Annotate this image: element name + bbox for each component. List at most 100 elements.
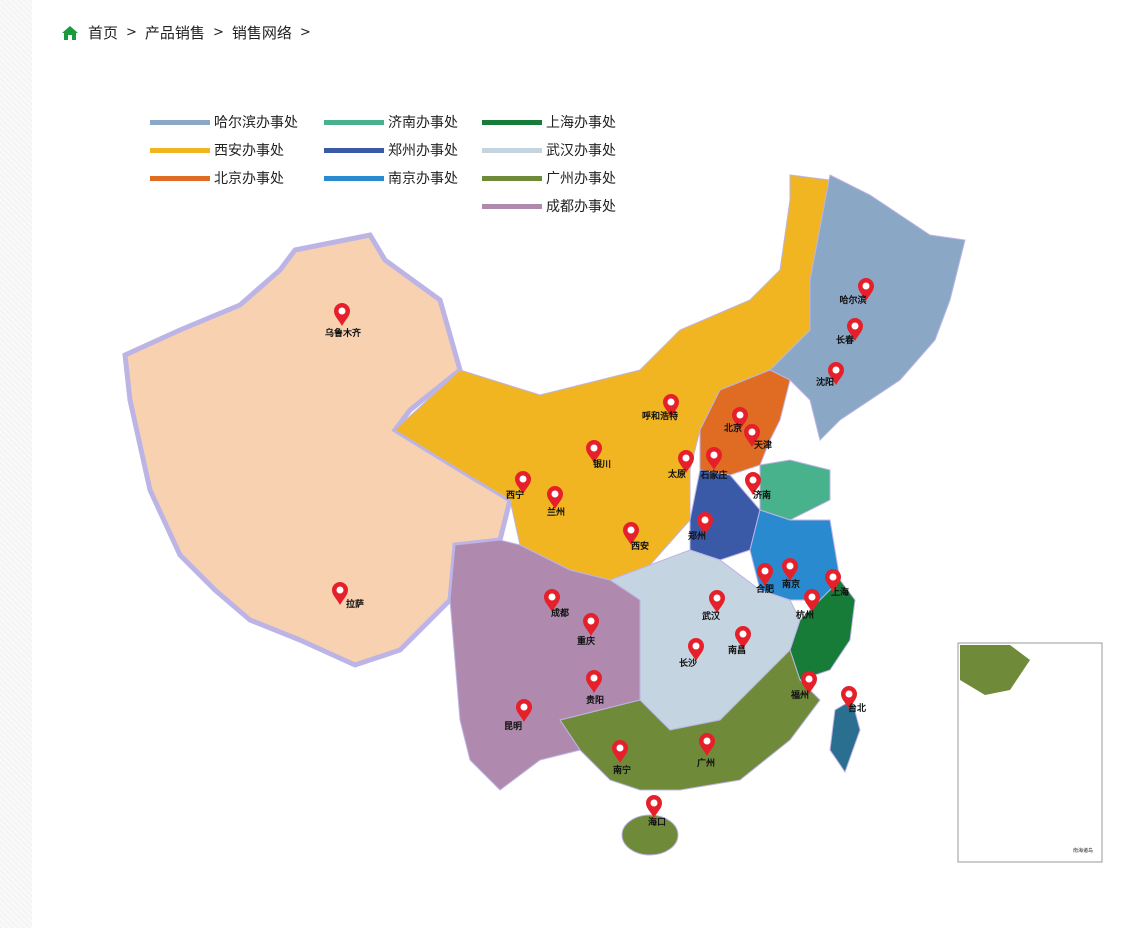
legend-item: 西安办事处 bbox=[150, 140, 324, 160]
pin-dot bbox=[587, 617, 595, 625]
legend-label: 上海办事处 bbox=[546, 115, 616, 131]
city-pin[interactable]: 济南 bbox=[745, 472, 771, 501]
city-pin[interactable]: 郑州 bbox=[688, 512, 713, 542]
city-pin[interactable]: 海口 bbox=[646, 795, 666, 828]
city-pin[interactable]: 福州 bbox=[790, 671, 817, 701]
pin-dot bbox=[590, 444, 598, 452]
city-label: 武汉 bbox=[702, 610, 721, 622]
city-label: 银川 bbox=[593, 458, 611, 470]
pin-dot bbox=[710, 451, 718, 459]
city-pin[interactable]: 长沙 bbox=[679, 638, 704, 669]
city-pin[interactable]: 北京 bbox=[724, 407, 748, 434]
city-label: 西宁 bbox=[506, 489, 524, 501]
city-pin[interactable]: 杭州 bbox=[796, 589, 820, 621]
pin-dot bbox=[551, 490, 559, 498]
city-pin[interactable]: 南昌 bbox=[728, 626, 751, 656]
legend-item: 成都办事处 bbox=[482, 196, 632, 216]
pin-dot bbox=[808, 593, 816, 601]
city-label: 天津 bbox=[754, 439, 772, 451]
city-pin[interactable]: 台北 bbox=[841, 686, 866, 714]
breadcrumb-sales-network[interactable]: 销售网络 bbox=[231, 24, 292, 42]
legend-label: 西安办事处 bbox=[214, 143, 284, 159]
legend-label: 武汉办事处 bbox=[546, 143, 616, 159]
legend-item: 哈尔滨办事处 bbox=[150, 112, 324, 132]
pin-dot bbox=[667, 398, 675, 406]
legend-swatch bbox=[150, 147, 210, 153]
city-label: 拉萨 bbox=[346, 598, 364, 610]
legend-swatch bbox=[482, 147, 542, 153]
city-label: 太原 bbox=[667, 468, 686, 480]
pin-dot bbox=[692, 642, 700, 650]
home-icon[interactable] bbox=[62, 25, 78, 40]
city-pin[interactable]: 兰州 bbox=[547, 486, 565, 518]
legend-swatch bbox=[482, 119, 542, 125]
city-pin[interactable]: 成都 bbox=[544, 589, 569, 619]
pin-dot bbox=[520, 703, 528, 711]
city-label: 福州 bbox=[790, 689, 809, 701]
legend-item: 武汉办事处 bbox=[482, 140, 632, 160]
city-pin[interactable]: 长春 bbox=[836, 318, 863, 346]
legend-swatch bbox=[324, 147, 384, 153]
pin-dot bbox=[748, 428, 756, 436]
legend-swatch bbox=[482, 203, 542, 209]
city-pin[interactable]: 南京 bbox=[782, 558, 800, 590]
city-pin[interactable]: 西宁 bbox=[506, 471, 531, 501]
city-pin[interactable]: 重庆 bbox=[577, 613, 599, 647]
city-label: 海口 bbox=[648, 816, 666, 828]
city-pin[interactable]: 哈尔滨 bbox=[839, 278, 874, 306]
legend-swatch bbox=[324, 119, 384, 125]
city-label: 郑州 bbox=[688, 530, 706, 542]
legend-swatch bbox=[324, 175, 384, 181]
pin-dot bbox=[845, 690, 853, 698]
legend-label: 广州办事处 bbox=[546, 171, 616, 187]
city-pin[interactable]: 武汉 bbox=[702, 590, 725, 622]
city-pin[interactable]: 南宁 bbox=[612, 740, 631, 776]
city-pin[interactable]: 呼和浩特 bbox=[642, 394, 679, 422]
legend-swatch bbox=[150, 119, 210, 125]
city-pin[interactable]: 沈阳 bbox=[816, 362, 844, 388]
pin-dot bbox=[627, 526, 635, 534]
city-pin[interactable]: 合肥 bbox=[756, 563, 774, 595]
region-chengdu bbox=[449, 539, 641, 791]
breadcrumb-home[interactable]: 首页 bbox=[88, 24, 119, 42]
pin-dot bbox=[739, 630, 747, 638]
city-pin[interactable]: 太原 bbox=[667, 450, 694, 480]
city-pin[interactable]: 乌鲁木齐 bbox=[325, 303, 362, 339]
city-label: 重庆 bbox=[577, 635, 595, 647]
city-label: 合肥 bbox=[756, 583, 774, 595]
city-pin[interactable]: 昆明 bbox=[504, 699, 532, 732]
pin-dot bbox=[749, 476, 757, 484]
city-label: 石家庄 bbox=[699, 469, 727, 481]
city-pin[interactable]: 银川 bbox=[586, 440, 611, 470]
pin-dot bbox=[713, 594, 721, 602]
pin-dot bbox=[851, 322, 859, 330]
inset-label: 南海诸岛 bbox=[1073, 847, 1093, 854]
pin-dot bbox=[336, 586, 344, 594]
city-label: 西安 bbox=[631, 540, 649, 552]
city-label: 广州 bbox=[697, 757, 715, 769]
breadcrumb-product-sales[interactable]: 产品销售 bbox=[144, 24, 205, 42]
pin-dot bbox=[701, 516, 709, 524]
city-pin[interactable]: 天津 bbox=[744, 424, 772, 451]
city-label: 南京 bbox=[782, 578, 800, 590]
breadcrumb-separator: > bbox=[126, 25, 137, 40]
city-pin[interactable]: 广州 bbox=[697, 733, 715, 769]
region-jinan bbox=[759, 459, 831, 521]
legend-item: 上海办事处 bbox=[482, 112, 632, 132]
city-label: 沈阳 bbox=[816, 376, 834, 388]
pin-dot bbox=[829, 573, 837, 581]
city-pin[interactable]: 石家庄 bbox=[699, 447, 728, 481]
pin-dot bbox=[616, 744, 624, 752]
city-label: 上海 bbox=[831, 586, 849, 598]
city-label: 乌鲁木齐 bbox=[325, 327, 362, 339]
pin-dot bbox=[805, 675, 813, 683]
legend-label: 南京办事处 bbox=[388, 171, 458, 187]
legend-spacer bbox=[324, 196, 482, 216]
city-pin[interactable]: 拉萨 bbox=[332, 582, 364, 610]
city-label: 贵阳 bbox=[586, 694, 604, 706]
city-pin[interactable]: 上海 bbox=[825, 569, 849, 598]
breadcrumb: 首页 > 产品销售 > 销售网络 > bbox=[62, 22, 319, 43]
city-pin[interactable]: 西安 bbox=[623, 522, 649, 552]
city-pin[interactable]: 贵阳 bbox=[586, 670, 604, 706]
